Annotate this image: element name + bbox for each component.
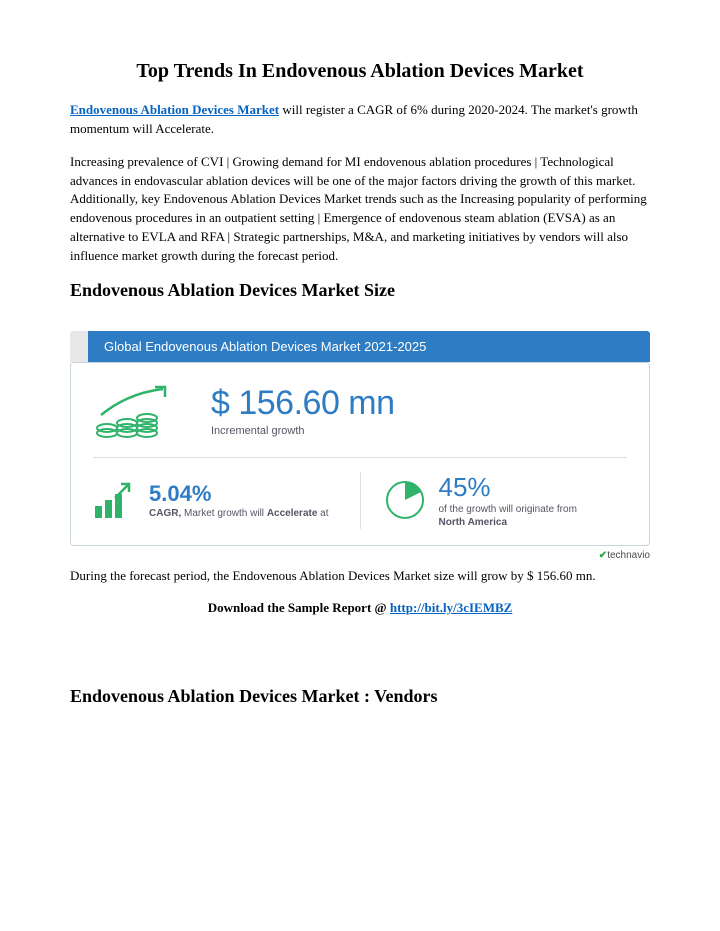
region-label: of the growth will originate fromNorth A… bbox=[439, 503, 577, 529]
download-prefix: Download the Sample Report @ bbox=[208, 600, 390, 615]
section-heading-size: Endovenous Ablation Devices Market Size bbox=[70, 280, 650, 301]
infographic-banner: Global Endovenous Ablation Devices Marke… bbox=[70, 331, 650, 362]
download-line: Download the Sample Report @ http://bit.… bbox=[70, 600, 650, 616]
region-stat: 45% of the growth will originate fromNor… bbox=[360, 472, 628, 529]
growth-coins-icon bbox=[93, 381, 183, 441]
download-link[interactable]: http://bit.ly/3cIEMBZ bbox=[390, 600, 512, 615]
bottom-stat-row: 5.04% CAGR, Market growth will Accelerat… bbox=[93, 472, 627, 529]
section-heading-vendors: Endovenous Ablation Devices Market : Ven… bbox=[70, 686, 650, 707]
cagr-stat: 5.04% CAGR, Market growth will Accelerat… bbox=[93, 472, 338, 529]
pie-icon bbox=[383, 478, 427, 522]
market-infographic: Global Endovenous Ablation Devices Marke… bbox=[70, 331, 650, 561]
cagr-label: CAGR, Market growth will Accelerate at bbox=[149, 507, 329, 520]
infographic-card: $ 156.60 mn Incremental growth 5.04% CAG… bbox=[70, 362, 650, 546]
page-title: Top Trends In Endovenous Ablation Device… bbox=[70, 60, 650, 83]
top-stat-row: $ 156.60 mn Incremental growth bbox=[93, 381, 627, 458]
region-value: 45% bbox=[439, 472, 577, 503]
cagr-value: 5.04% bbox=[149, 481, 329, 507]
incremental-growth-label: Incremental growth bbox=[211, 425, 395, 437]
bars-up-icon bbox=[93, 480, 137, 520]
check-icon: ✔ bbox=[599, 550, 607, 561]
drivers-paragraph: Increasing prevalence of CVI | Growing d… bbox=[70, 153, 650, 266]
brand-logo: ✔technavio bbox=[70, 550, 650, 561]
incremental-growth-value: $ 156.60 mn bbox=[211, 384, 395, 423]
main-stat: $ 156.60 mn Incremental growth bbox=[211, 384, 395, 437]
forecast-paragraph: During the forecast period, the Endoveno… bbox=[70, 567, 650, 586]
intro-paragraph: Endovenous Ablation Devices Market will … bbox=[70, 101, 650, 139]
market-link[interactable]: Endovenous Ablation Devices Market bbox=[70, 102, 279, 117]
